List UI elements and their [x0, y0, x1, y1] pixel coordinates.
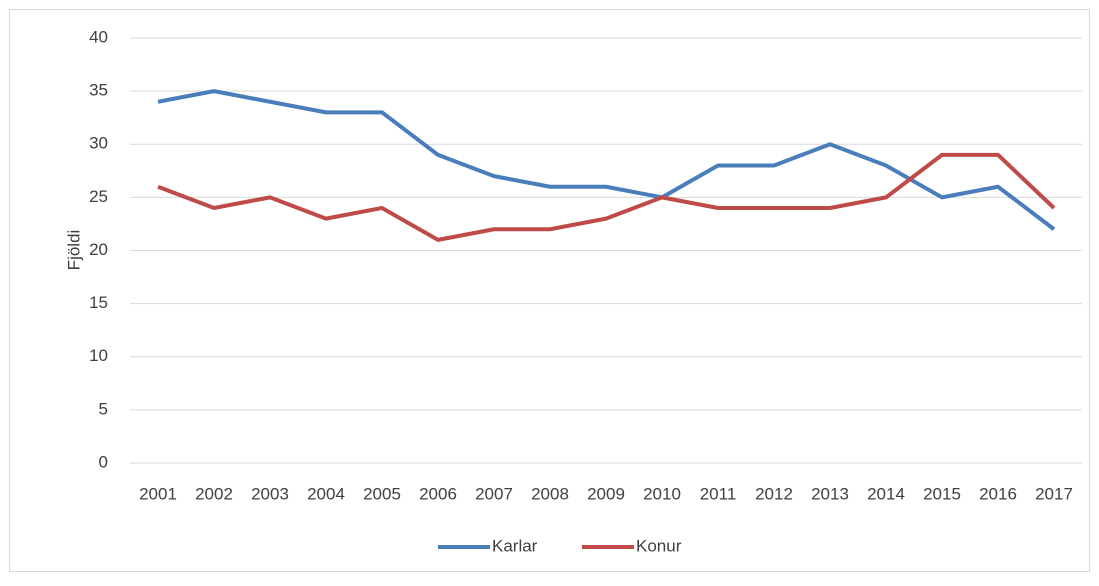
legend-label: Karlar [492, 536, 538, 555]
series-line [157, 152, 1056, 242]
legend-label: Konur [636, 536, 682, 555]
x-tick-label: 2012 [755, 484, 793, 503]
y-tick-label: 5 [99, 399, 108, 418]
y-tick-label: 10 [89, 346, 108, 365]
y-tick-label: 15 [89, 293, 108, 312]
x-tick-label: 2004 [307, 484, 345, 503]
y-tick-label: 30 [89, 134, 108, 153]
series-line [157, 89, 1056, 231]
chart-frame [9, 9, 1090, 572]
x-tick-label: 2015 [923, 484, 961, 503]
y-tick-label: 35 [89, 81, 108, 100]
x-tick-label: 2006 [419, 484, 457, 503]
x-tick-label: 2003 [251, 484, 289, 503]
x-tick-label: 2008 [531, 484, 569, 503]
x-tick-label: 2014 [867, 484, 905, 503]
y-tick-label: 20 [89, 240, 108, 259]
y-tick-label: 40 [89, 27, 108, 46]
x-tick-label: 2013 [811, 484, 849, 503]
x-tick-label: 2016 [979, 484, 1017, 503]
x-tick-label: 2017 [1035, 484, 1073, 503]
x-tick-label: 2011 [700, 484, 737, 503]
x-tick-label: 2005 [363, 484, 401, 503]
x-tick-label: 2007 [475, 484, 513, 503]
y-axis-label: Fjöldi [64, 230, 83, 271]
x-tick-label: 2002 [195, 484, 233, 503]
x-tick-label: 2001 [139, 484, 177, 503]
y-tick-label: 0 [99, 452, 108, 471]
y-tick-label: 25 [89, 187, 108, 206]
x-tick-label: 2009 [587, 484, 625, 503]
x-tick-label: 2010 [643, 484, 681, 503]
